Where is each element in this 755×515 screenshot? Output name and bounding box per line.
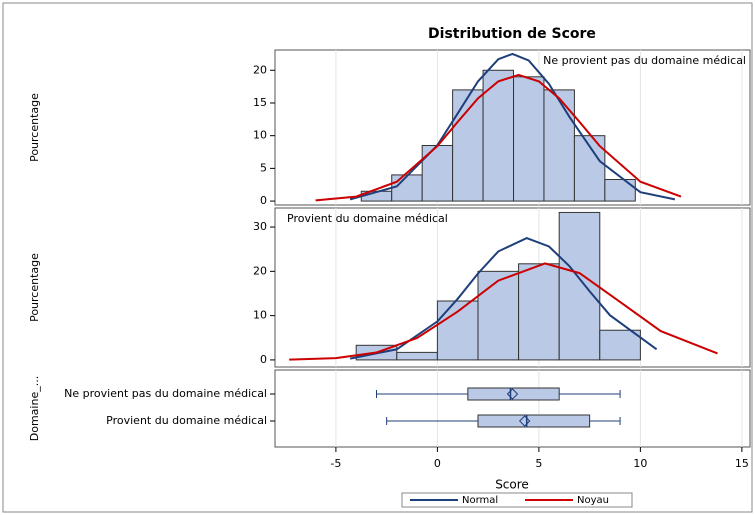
legend-frame xyxy=(401,492,633,508)
y-tick-label: 15 xyxy=(253,96,267,109)
y-axis-label: Pourcentage xyxy=(28,93,41,162)
y-axis-label: Domaine_... xyxy=(28,376,41,441)
panel-annotation: Ne provient pas du domaine médical xyxy=(543,54,746,67)
y-tick-label: 0 xyxy=(260,353,267,366)
bar xyxy=(599,329,641,361)
panel-annotation: Provient du domaine médical xyxy=(287,212,448,225)
box xyxy=(467,387,560,401)
density-curve xyxy=(315,73,682,202)
density-curve xyxy=(349,237,658,360)
y-tick-label: 20 xyxy=(253,264,267,277)
bar xyxy=(421,144,454,202)
y-axis-label: Pourcentage xyxy=(28,253,41,322)
x-tick-label: 0 xyxy=(434,457,441,470)
x-axis-label: Score xyxy=(495,478,529,492)
bar xyxy=(543,89,575,202)
bar xyxy=(513,76,545,202)
y-tick-label: 5 xyxy=(260,161,267,174)
mean-marker xyxy=(518,415,531,427)
y-tick-label: 10 xyxy=(253,129,267,142)
y-tick-label: Ne provient pas du domaine médical xyxy=(64,387,267,400)
panel-frame xyxy=(274,207,751,368)
mean-marker xyxy=(506,388,519,400)
x-tick-label: 10 xyxy=(633,457,647,470)
legend-label: Normal xyxy=(462,495,498,506)
bar xyxy=(477,270,520,361)
bar xyxy=(436,300,479,361)
panel-frame xyxy=(274,369,751,448)
bar xyxy=(452,89,484,202)
x-tick-label: -5 xyxy=(330,457,341,470)
density-curve xyxy=(289,262,718,361)
y-tick-label: 10 xyxy=(253,309,267,322)
bar xyxy=(604,178,636,202)
chart-title: Distribution de Score xyxy=(428,26,596,42)
y-tick-label: 20 xyxy=(253,63,267,76)
bar xyxy=(396,351,438,361)
x-tick-label: 5 xyxy=(535,457,542,470)
bar xyxy=(482,69,515,202)
x-tick-label: 15 xyxy=(735,457,749,470)
bar xyxy=(558,211,601,361)
y-tick-label: 0 xyxy=(260,194,267,207)
panel-frame xyxy=(274,49,751,206)
y-tick-label: Provient du domaine médical xyxy=(106,414,267,427)
legend-label: Noyau xyxy=(577,495,609,506)
bar xyxy=(518,263,560,361)
box xyxy=(477,414,591,428)
y-tick-label: 30 xyxy=(253,220,267,233)
bar xyxy=(391,174,423,202)
